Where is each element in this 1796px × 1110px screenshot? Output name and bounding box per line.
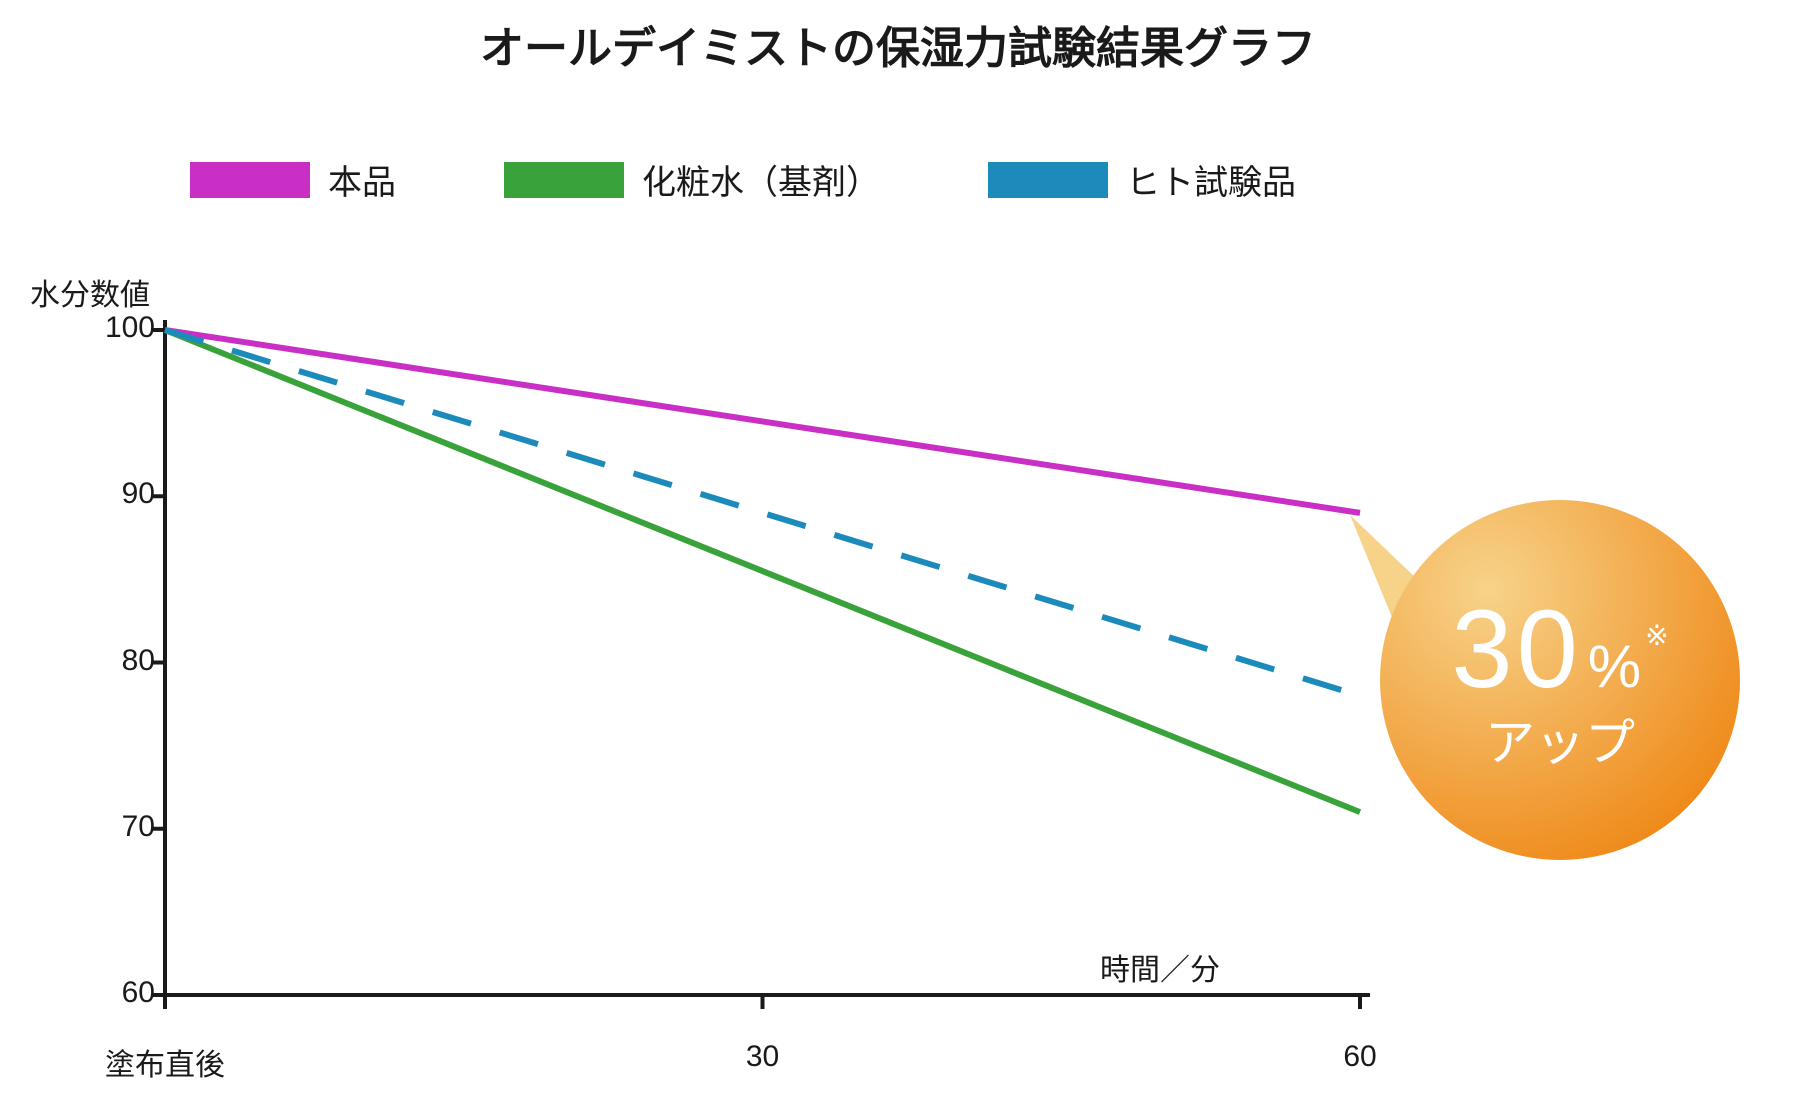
y-tick-label: 70 <box>75 810 155 844</box>
callout-percent: % <box>1588 632 1641 701</box>
callout-bubble: 30 % ※ アップ <box>1380 500 1740 860</box>
callout-note: ※ <box>1645 619 1668 652</box>
y-tick-label: 80 <box>75 644 155 678</box>
x-tick-label: 30 <box>663 1040 863 1074</box>
y-tick-label: 60 <box>75 976 155 1010</box>
x-tick-label: 塗布直後 <box>65 1040 265 1084</box>
y-tick-label: 90 <box>75 477 155 511</box>
y-tick-label: 100 <box>75 311 155 345</box>
callout-sub: アップ <box>1485 703 1635 775</box>
callout-number: 30 <box>1451 586 1581 713</box>
x-tick-label: 60 <box>1260 1040 1460 1074</box>
series-line <box>165 330 1360 513</box>
series-line <box>165 330 1360 812</box>
series-line <box>165 330 1360 696</box>
